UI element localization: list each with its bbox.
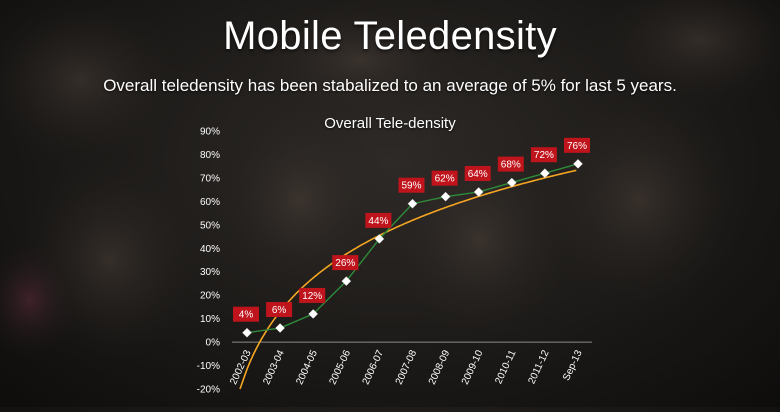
data-label-text: 59% (401, 181, 421, 192)
data-label-text: 44% (368, 216, 388, 227)
x-axis: 2002-03 2003-04 2004-05 2005-06 2006-07 2007-… (228, 341, 592, 387)
y-tick-label: 10% (200, 314, 220, 325)
data-label-text: 4% (239, 310, 254, 321)
x-tick-label: 2004-05 (294, 348, 320, 386)
x-tick-label: Sep-13 (561, 348, 585, 382)
y-tick-label: 40% (200, 244, 220, 255)
slide-subtitle: Overall teledensity has been stabalized … (103, 76, 677, 95)
y-tick-label: 30% (200, 267, 220, 278)
data-label-text: 68% (501, 160, 521, 171)
y-tick-label: 80% (200, 150, 220, 161)
data-label-box (365, 212, 392, 228)
data-label-text: 26% (335, 258, 355, 269)
x-tick-label: 2010-11 (493, 348, 518, 386)
x-tick-label: 2002-03 (228, 348, 254, 386)
x-tick-label: 2008-09 (427, 348, 453, 386)
data-point-marker (540, 168, 550, 179)
x-tick-label: 2005-06 (328, 348, 354, 386)
data-point-marker (341, 276, 352, 286)
data-point-marker (275, 323, 285, 333)
data-label-box (431, 170, 458, 186)
slide-title: Mobile Teledensity (223, 14, 557, 58)
y-tick-label: -10% (197, 361, 220, 372)
data-point-marker (506, 177, 517, 188)
data-label: 76% (564, 137, 590, 153)
data-label-box (233, 306, 259, 322)
data-label-box (299, 287, 326, 303)
data-labels-group: 4% 6% 12% 26% 44% 59% 62% 64% 68% 72% 76% (233, 137, 590, 322)
x-tick-label: 2003-04 (261, 348, 287, 386)
data-label-box (332, 255, 359, 271)
y-tick-label: -20% (197, 385, 220, 396)
data-label-box (564, 137, 590, 153)
data-point-marker (374, 234, 385, 244)
data-label: 59% (398, 177, 425, 193)
data-label: 62% (431, 170, 458, 186)
x-tick-label: 2011-12 (526, 348, 551, 386)
data-label-box (398, 177, 425, 193)
data-point-marker (473, 187, 484, 197)
data-label-text: 76% (567, 141, 587, 152)
data-label-text: 12% (302, 291, 322, 302)
data-label: 68% (497, 156, 524, 172)
y-axis: 90% 80% 70% 60% 50% 40% 30% 20% 10% 0% -10% -20% (197, 127, 220, 396)
data-point-marker (407, 198, 418, 209)
data-label: 4% (233, 306, 259, 322)
data-label-box (266, 302, 293, 318)
data-point-marker (440, 191, 451, 202)
data-point-marker (308, 309, 319, 319)
data-label-box (530, 147, 557, 163)
data-label-text: 64% (468, 169, 488, 180)
data-label-text: 6% (272, 305, 287, 316)
y-tick-label: 60% (200, 197, 220, 208)
data-label: 44% (365, 212, 392, 228)
markers-group (242, 158, 583, 338)
y-tick-label: 0% (206, 338, 221, 349)
y-tick-label: 50% (200, 220, 220, 231)
data-label-text: 72% (534, 150, 554, 161)
x-tick-label: 2007-08 (394, 348, 420, 386)
data-label-text: 62% (435, 174, 455, 185)
data-label: 72% (530, 147, 557, 163)
data-point-marker (573, 158, 583, 169)
y-tick-label: 20% (200, 291, 220, 302)
x-tick-label: 2006-07 (361, 348, 387, 386)
data-label-box (497, 156, 524, 172)
y-tick-label: 90% (200, 127, 220, 138)
data-label-box (464, 165, 491, 181)
data-point-marker (242, 327, 252, 338)
data-label: 12% (299, 287, 326, 303)
data-label: 64% (464, 165, 491, 181)
x-tick-label: 2009-10 (460, 348, 486, 386)
data-label: 26% (332, 255, 359, 271)
chart-title: Overall Tele-density (324, 115, 456, 132)
y-tick-label: 70% (200, 173, 220, 184)
data-label: 6% (266, 302, 293, 318)
